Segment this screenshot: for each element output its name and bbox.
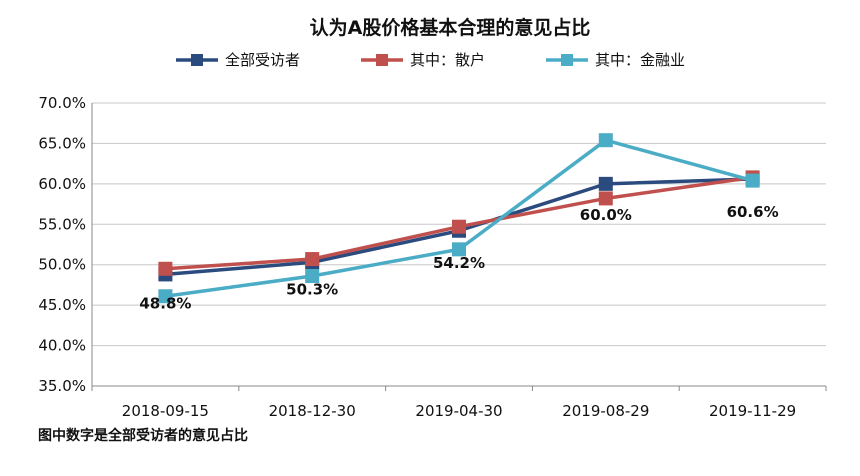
data-label: 50.3% [286, 280, 338, 298]
legend-item: 全部受访者 [176, 51, 300, 69]
legend-marker [561, 54, 573, 66]
data-label: 60.6% [727, 203, 779, 221]
data-point [158, 261, 173, 276]
y-tick-label: 40.0% [38, 337, 86, 355]
data-label: 54.2% [433, 254, 485, 272]
y-tick-label: 50.0% [38, 256, 86, 274]
legend-label: 全部受访者 [225, 51, 300, 69]
x-tick-label: 2019-04-30 [415, 402, 502, 420]
data-point [452, 219, 466, 234]
x-axis-ticks: 2018-09-15 2018-12-30 2019-04-30 2019-08-29… [91, 386, 827, 420]
y-tick-label: 70.0% [38, 94, 86, 112]
legend-label: 其中：金融业 [595, 51, 685, 69]
series-group [158, 133, 760, 304]
data-labels: 48.8% 50.3% 54.2% 60.0% 60.6% [139, 203, 778, 312]
series-2 [158, 133, 760, 304]
y-tick-label: 55.0% [38, 215, 86, 233]
legend-item: 其中：散户 [361, 51, 485, 69]
y-axis-ticks: 35.0% 40.0% 45.0% 50.0% 55.0% 60.0% 65.0% 70.0% [38, 94, 86, 395]
footnote: 图中数字是全部受访者的意见占比 [38, 427, 248, 444]
x-tick-label: 2018-12-30 [269, 402, 356, 420]
x-tick-label: 2019-08-29 [562, 402, 649, 420]
y-tick-label: 65.0% [38, 134, 86, 152]
data-label: 48.8% [139, 294, 191, 312]
data-point [598, 191, 613, 206]
legend: 全部受访者 其中：散户 其中：金融业 [176, 51, 685, 69]
y-tick-label: 35.0% [38, 377, 86, 395]
legend-marker [376, 54, 388, 66]
data-point [305, 252, 320, 267]
legend-marker [191, 54, 203, 66]
x-tick-label: 2019-11-29 [709, 402, 796, 420]
data-point [598, 176, 613, 191]
y-tick-label: 45.0% [38, 296, 86, 314]
gridlines [91, 102, 826, 387]
data-point [598, 133, 613, 148]
data-point [452, 242, 466, 257]
series-line [165, 138, 754, 298]
y-tick-label: 60.0% [38, 175, 86, 193]
chart-title: 认为A股价格基本合理的意见占比 [310, 16, 591, 39]
legend-label: 其中：散户 [410, 51, 485, 69]
data-point [305, 269, 320, 284]
data-point [745, 173, 760, 188]
data-label: 60.0% [580, 206, 632, 224]
x-tick-label: 2018-09-15 [122, 402, 209, 420]
legend-item: 其中：金融业 [546, 51, 685, 69]
data-point [158, 289, 173, 304]
